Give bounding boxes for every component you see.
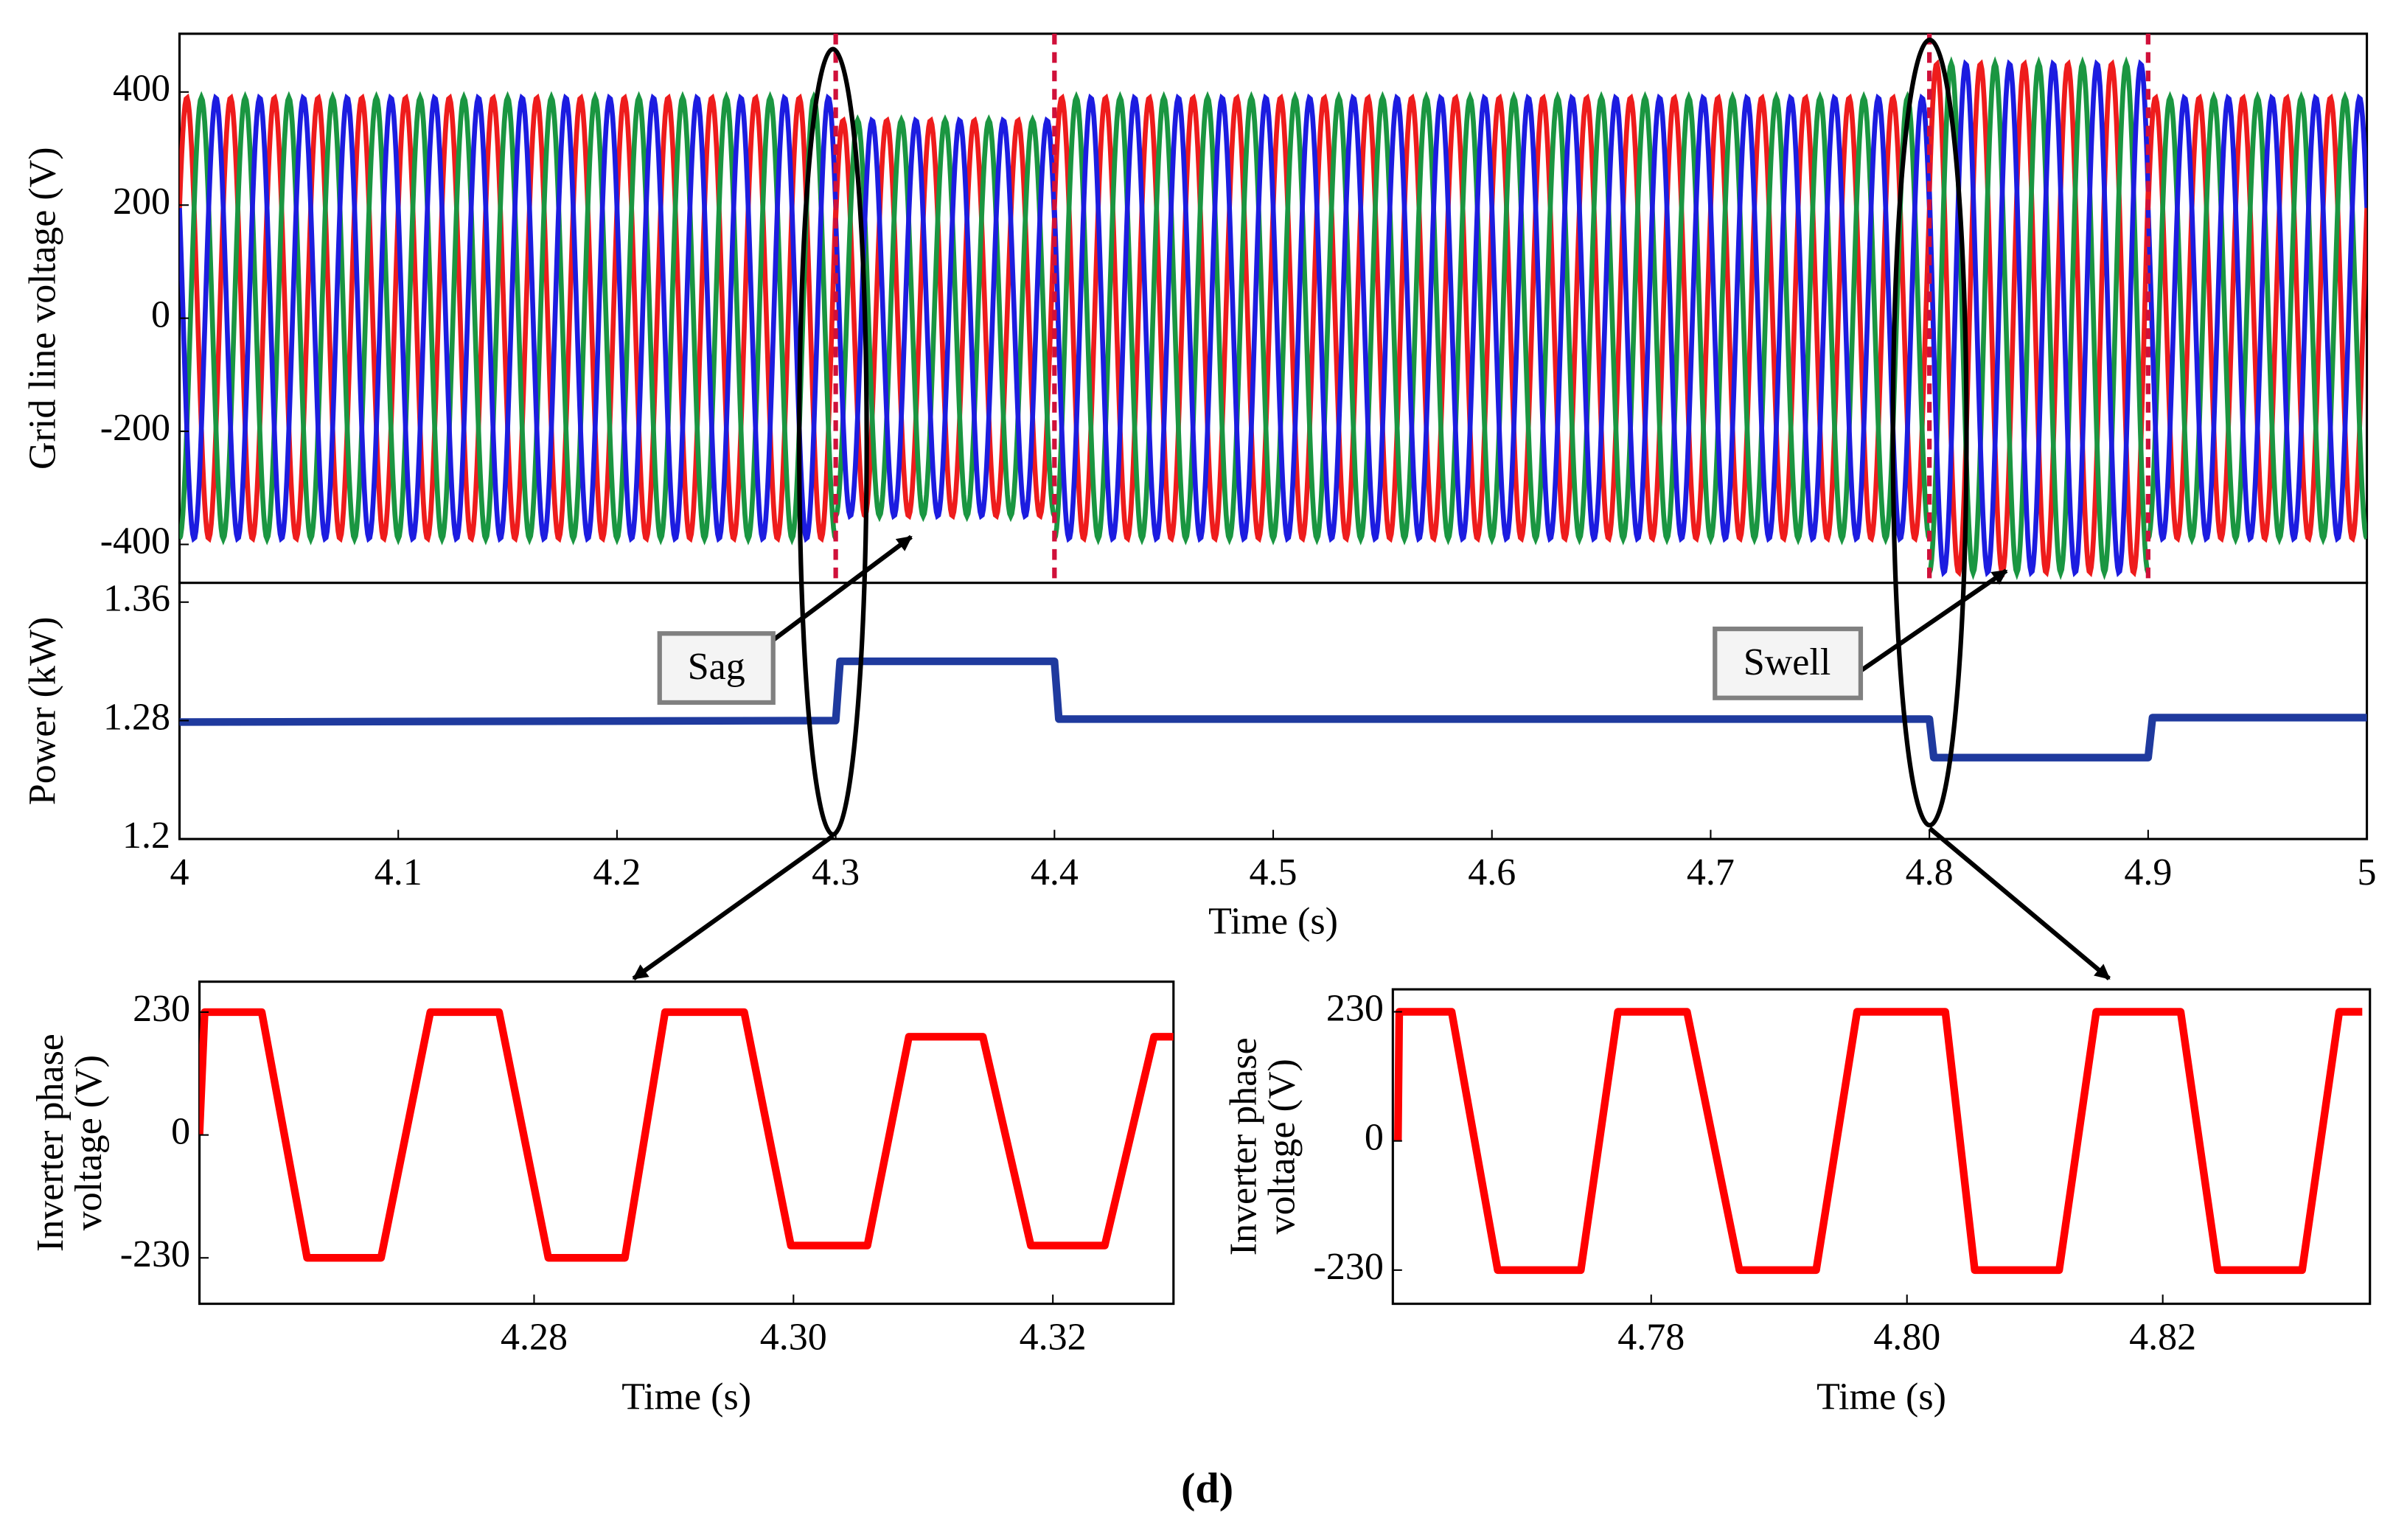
y-tick-label: 230 [133,988,190,1030]
x-tick-label: 4.80 [1873,1316,1940,1358]
y-axis-label: voltage (V) [68,1055,110,1230]
annotation: Swell [1744,641,1831,683]
annotation-box [1713,626,1864,700]
arrow [1858,568,2008,674]
x-tick-label: 4 [170,851,189,893]
y-tick-label: 200 [113,181,170,223]
x-axis-label: Time (s) [1208,901,1338,943]
plot-frame [178,582,2369,840]
y-tick-label: -230 [120,1233,190,1275]
plot-frame [198,980,1175,1306]
x-tick-label: 4.5 [1250,851,1297,893]
overlay: Sag Swell (d) [632,37,2111,1512]
arrow [1928,826,2111,980]
x-tick-label: 4.78 [1617,1316,1685,1358]
series-line [1394,1008,2363,1275]
annotation: Sag [688,646,745,688]
y-tick-label: 0 [1365,1117,1384,1159]
x-tick-label: 4.82 [2129,1316,2196,1358]
y-tick-label: 0 [171,1111,190,1153]
x-axis-label: Time (s) [621,1376,751,1418]
plot-area [1394,1008,2363,1275]
x-tick-label: 5 [2358,851,2377,893]
y-tick-label: 400 [113,68,170,110]
voltage-wave [833,116,1057,520]
series-line [179,657,2367,762]
plot-frame [1391,988,2372,1306]
arrow [770,534,913,644]
voltage-wave [179,93,838,543]
voltage-wave [1052,93,1932,543]
annotation-box [657,631,776,705]
y-axis-label: Power (kW) [21,617,63,806]
arrow [632,834,835,981]
y-axis-label: Inverter phase [1223,1037,1265,1255]
y-tick-label: -400 [100,520,170,562]
x-tick-label: 4.30 [760,1316,827,1358]
sag-ellipse [796,46,869,837]
y-tick-label: 230 [1326,987,1384,1029]
y-tick-label: -230 [1314,1246,1384,1288]
y-tick-label: 1.2 [122,815,170,857]
y-tick-label: -200 [100,407,170,449]
voltage-wave [1926,59,2151,577]
y-tick-label: 1.28 [103,696,170,738]
x-tick-label: 4.8 [1906,851,1954,893]
y-tick-label: 0 [151,294,170,336]
figure-label: (d) [1181,1464,1233,1512]
y-axis-label: Inverter phase [29,1034,72,1252]
x-tick-label: 4.6 [1468,851,1516,893]
series-line [199,1008,1174,1262]
y-axis-label: Grid line voltage (V) [21,147,63,470]
voltage-wave [2145,93,2367,543]
y-tick-label: 1.36 [103,578,170,620]
x-tick-label: 4.9 [2124,851,2172,893]
x-tick-label: 4.4 [1031,851,1079,893]
voltage-wave [179,91,838,546]
x-tick-label: 4.28 [501,1316,568,1358]
x-tick-label: 4.32 [1020,1316,1087,1358]
x-tick-label: 4.2 [593,851,641,893]
plot-area [179,657,2367,762]
y-axis-label: voltage (V) [1261,1059,1303,1234]
x-axis-label: Time (s) [1816,1376,1946,1418]
x-tick-label: 4.7 [1687,851,1735,893]
x-tick-label: 4.3 [812,851,860,893]
swell-ellipse [1890,37,1969,828]
x-tick-label: 4.1 [375,851,422,893]
plot-area [199,1008,1174,1262]
